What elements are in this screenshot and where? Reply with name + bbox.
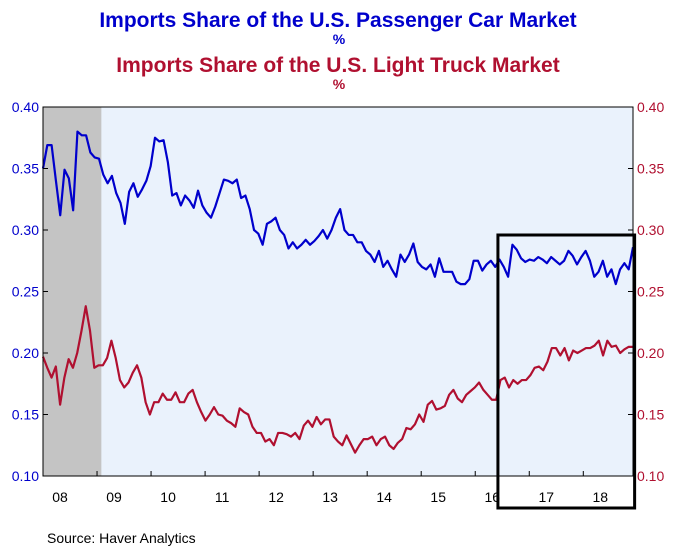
y-tick-label-left: 0.15	[12, 407, 39, 423]
x-tick-label: 16	[484, 489, 500, 505]
y-tick-label-right: 0.10	[637, 468, 664, 484]
y-tick-label-left: 0.10	[12, 468, 39, 484]
y-tick-label-right: 0.20	[637, 345, 664, 361]
x-tick-label: 14	[376, 489, 392, 505]
x-tick-label: 11	[215, 489, 230, 505]
highlight-box	[496, 233, 637, 510]
y-tick-label-left: 0.25	[12, 284, 39, 300]
chart-subtitle-unit: %	[333, 76, 346, 92]
y-axis-left: 0.40 0.35 0.30 0.25 0.20 0.15 0.10	[12, 99, 48, 484]
y-tick-label-right: 0.35	[637, 161, 664, 177]
y-tick-label-left: 0.35	[12, 161, 39, 177]
recession-band	[43, 107, 102, 476]
x-tick-label: 09	[106, 489, 122, 505]
chart-subtitle: Imports Share of the U.S. Light Truck Ma…	[116, 54, 559, 77]
series-line-light-truck	[41, 305, 633, 454]
x-tick-label: 18	[593, 489, 609, 505]
x-tick-label: 15	[430, 489, 446, 505]
y-tick-label-left: 0.40	[12, 99, 39, 115]
y-axis-right: 0.40 0.35 0.30 0.25 0.20 0.15 0.10	[628, 99, 664, 484]
chart-title: Imports Share of the U.S. Passenger Car …	[99, 9, 576, 32]
x-tick-label: 08	[52, 489, 68, 505]
x-tick-label: 10	[160, 489, 176, 505]
y-tick-label-right: 0.15	[637, 407, 664, 423]
x-tick-label: 12	[268, 489, 284, 505]
y-tick-label-right: 0.25	[637, 284, 664, 300]
y-tick-label-right: 0.30	[637, 222, 664, 238]
series-line-passenger-car	[41, 130, 635, 286]
chart-title-unit: %	[333, 31, 346, 47]
plot-area	[43, 107, 633, 476]
y-tick-label-left: 0.30	[12, 222, 39, 238]
x-tick-label: 13	[322, 489, 338, 505]
x-axis: 08 09 10 11 12 13 14 15 16 17 18	[42, 471, 609, 505]
x-tick-label: 17	[538, 489, 554, 505]
source-note: Source: Haver Analytics	[47, 530, 196, 546]
y-tick-label-right: 0.40	[637, 99, 664, 115]
y-tick-label-left: 0.20	[12, 345, 39, 361]
